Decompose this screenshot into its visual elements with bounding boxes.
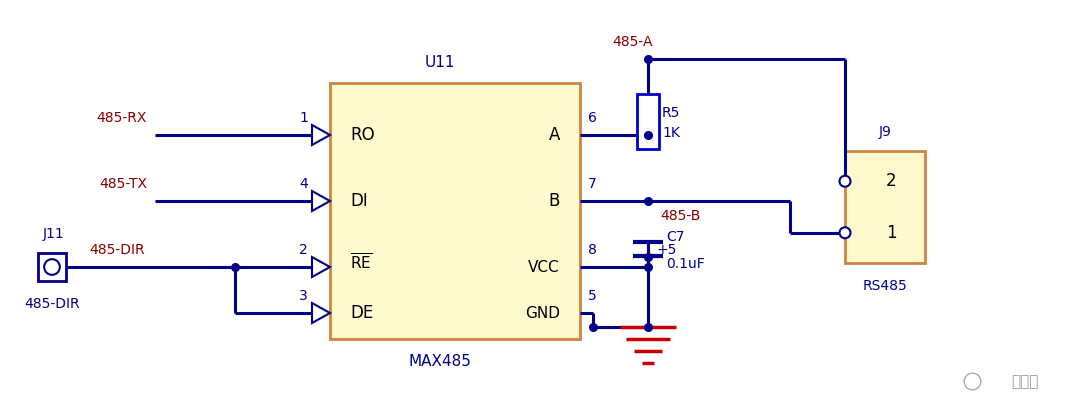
Text: 2: 2: [886, 172, 896, 190]
Bar: [38, 253, 66, 281]
Text: C7: C7: [666, 230, 685, 244]
Text: U11: U11: [424, 55, 456, 70]
Text: RO: RO: [350, 126, 375, 144]
Text: 0.1uF: 0.1uF: [666, 257, 705, 271]
Text: 4: 4: [299, 177, 308, 191]
Circle shape: [44, 259, 59, 275]
Text: 创易栈: 创易栈: [1011, 374, 1039, 389]
Text: A: A: [549, 126, 561, 144]
Circle shape: [839, 176, 851, 187]
Text: DI: DI: [350, 192, 368, 210]
Text: 3: 3: [299, 289, 308, 303]
Text: 2: 2: [299, 243, 308, 257]
Text: DE: DE: [350, 304, 374, 322]
Text: 1K: 1K: [662, 125, 680, 139]
Text: 485-DIR: 485-DIR: [24, 297, 80, 311]
Text: 485-B: 485-B: [660, 209, 700, 223]
Text: 1: 1: [886, 224, 896, 242]
Text: 5: 5: [588, 289, 597, 303]
Text: J9: J9: [878, 125, 891, 139]
Text: +5: +5: [656, 243, 676, 257]
Text: J11: J11: [43, 227, 65, 241]
Text: 485-A: 485-A: [612, 35, 653, 49]
Text: 485-RX: 485-RX: [96, 111, 147, 125]
Bar: [330, 83, 580, 339]
Text: 485-TX: 485-TX: [99, 177, 147, 191]
Text: RS485: RS485: [863, 279, 907, 293]
Circle shape: [839, 227, 851, 238]
Text: 485-DIR: 485-DIR: [90, 243, 145, 257]
Text: MAX485: MAX485: [408, 354, 472, 369]
Bar: [637, 94, 659, 149]
Text: B: B: [549, 192, 561, 210]
Bar: [845, 151, 924, 263]
Text: R5: R5: [662, 106, 680, 120]
Text: 1: 1: [299, 111, 308, 125]
Text: 6: 6: [588, 111, 597, 125]
Text: VCC: VCC: [528, 259, 561, 275]
Text: 7: 7: [588, 177, 597, 191]
Text: $\mathregular{\overline{RE}}$: $\mathregular{\overline{RE}}$: [350, 253, 373, 273]
Text: 8: 8: [588, 243, 597, 257]
Text: GND: GND: [525, 305, 561, 321]
